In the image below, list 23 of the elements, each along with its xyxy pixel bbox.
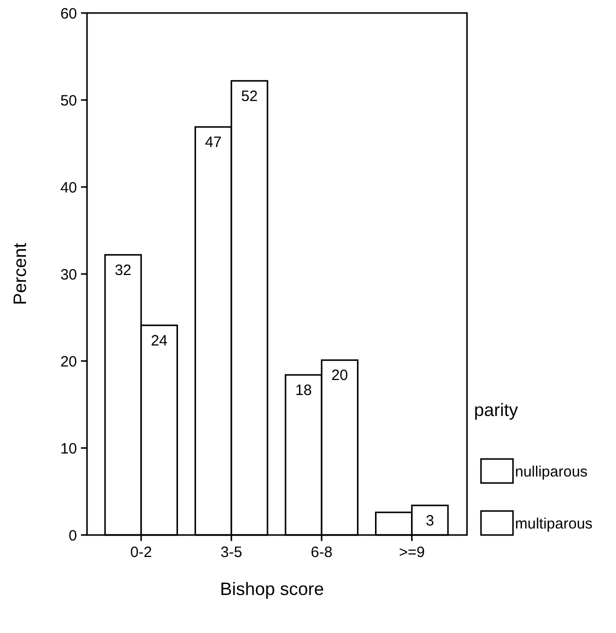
data-label: 24 [150, 332, 168, 350]
y-tick-label: 0 [68, 527, 77, 544]
y-tick-label: 60 [60, 5, 77, 22]
x-tick-label: 3-5 [220, 544, 242, 561]
y-tick-label: 20 [60, 353, 77, 370]
y-tick-label: 40 [60, 179, 77, 196]
y-tick-label: 30 [60, 266, 77, 284]
data-label: 52 [241, 88, 258, 105]
legend-title: parity [474, 400, 518, 420]
legend-label: nulliparous [515, 463, 588, 480]
data-label: 18 [295, 382, 312, 399]
y-tick-label: 10 [60, 440, 77, 458]
x-axis-title: Bishop score [220, 579, 324, 599]
x-tick-label: 6-8 [310, 544, 332, 561]
y-tick-label: 50 [60, 92, 77, 110]
data-label: 47 [204, 134, 222, 151]
data-label: 20 [331, 367, 348, 384]
x-tick-label: 0-2 [130, 544, 152, 561]
data-label: 3 [426, 512, 434, 530]
data-label: 32 [114, 262, 132, 279]
legend-label: multiparous [515, 515, 593, 532]
x-tick-label: >=9 [398, 544, 425, 561]
y-axis-title: Percent [10, 242, 30, 306]
